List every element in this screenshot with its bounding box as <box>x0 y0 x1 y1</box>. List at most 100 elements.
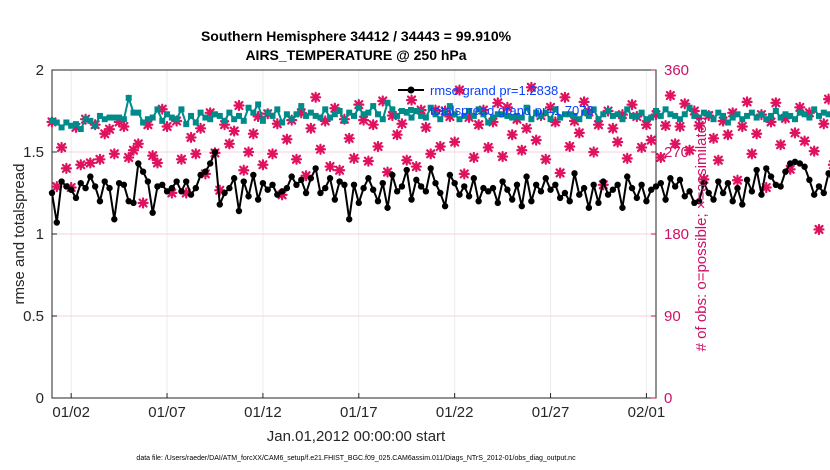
rmse-point <box>513 181 521 188</box>
rmse-point <box>360 184 367 192</box>
spread-point <box>676 116 683 123</box>
spread-point <box>499 111 506 118</box>
obs-marker-shape <box>405 94 418 106</box>
obs-marker-shape <box>190 148 202 160</box>
obs-count-point <box>271 118 283 130</box>
obs-marker-shape <box>357 114 370 126</box>
obs-count-point <box>156 103 168 115</box>
obs-marker-shape <box>257 159 269 171</box>
spread-point <box>384 99 391 106</box>
rmse-point <box>379 179 386 187</box>
rmse-point <box>748 188 756 195</box>
rmse-point <box>67 186 75 193</box>
spread-point <box>351 112 357 119</box>
spread-point <box>446 103 453 110</box>
obs-marker-shape <box>381 166 394 178</box>
obs-count-point <box>218 119 231 131</box>
obs-marker-shape <box>367 119 379 131</box>
rmse-point <box>106 184 113 192</box>
obs-marker-shape <box>511 113 523 125</box>
obs-marker-shape <box>305 122 317 134</box>
obs-count-point <box>530 134 542 146</box>
rmse-point <box>183 178 190 185</box>
rmse-point <box>508 196 516 203</box>
obs-marker-shape <box>180 187 192 199</box>
rmse-point <box>700 179 708 187</box>
obs-count-point <box>405 94 418 106</box>
obs-marker-shape <box>573 127 585 139</box>
obs-marker-shape <box>803 107 815 119</box>
spread-point <box>322 106 329 113</box>
spread-point <box>164 111 171 118</box>
spread-point <box>303 112 310 119</box>
rmse-point <box>374 198 382 205</box>
obs-count-point <box>540 153 552 165</box>
obs-marker-shape <box>645 134 657 146</box>
spread-point <box>662 106 669 113</box>
obs-count-point <box>477 104 490 116</box>
obs-count-point <box>127 144 140 156</box>
obs-count-point <box>420 121 432 134</box>
rmse-point <box>322 184 329 192</box>
obs-marker-shape <box>784 163 796 175</box>
spread-point <box>590 106 597 113</box>
obs-marker-shape <box>434 140 446 153</box>
rmse-point <box>518 202 525 210</box>
obs-count-point <box>281 133 293 145</box>
rmse-point <box>619 204 626 211</box>
spread-point <box>758 111 765 118</box>
obs-count-point <box>161 120 173 133</box>
spread-point <box>183 121 190 128</box>
spread-point <box>547 116 554 123</box>
obs-count-point <box>693 119 705 132</box>
spread-point <box>696 114 703 121</box>
obs-count-point <box>473 119 485 131</box>
rmse-point <box>532 181 540 188</box>
spread-point <box>211 111 218 118</box>
spread-point <box>355 104 362 111</box>
obs-count-point <box>760 181 772 194</box>
rmse-point <box>264 186 271 193</box>
spread-point <box>509 114 516 121</box>
obs-count-point <box>712 154 724 166</box>
obs-marker-shape <box>60 162 72 174</box>
rmse-point <box>288 173 295 180</box>
obs-marker-shape <box>717 115 729 127</box>
spread-point <box>777 114 784 121</box>
rmse-point <box>307 175 315 182</box>
obs-count-point <box>147 150 159 162</box>
obs-marker-shape <box>779 112 792 124</box>
rmse-point <box>216 201 223 208</box>
rmse-point <box>643 198 650 205</box>
obs-marker-shape <box>377 95 389 107</box>
rmse-point <box>269 181 276 188</box>
spread-point <box>63 119 70 126</box>
obs-count-point <box>429 104 442 116</box>
y-tick-label: 2 <box>36 62 44 79</box>
rmse-point <box>461 183 468 190</box>
obs-marker-shape <box>151 157 164 169</box>
rmse-point <box>657 179 664 187</box>
obs-marker-shape <box>549 116 561 128</box>
y2-tick-label: 90 <box>664 308 681 325</box>
spread-point <box>298 103 305 110</box>
obs-count-point <box>204 107 216 119</box>
obs-count-point <box>746 148 758 160</box>
spread-point <box>437 116 444 123</box>
obs-count-point <box>381 166 394 178</box>
spread-point <box>264 109 271 116</box>
spread-point <box>653 108 659 114</box>
spread-point <box>681 111 688 118</box>
obs-marker-shape <box>482 141 494 154</box>
rmse-point <box>317 189 324 197</box>
rmse-point <box>350 181 358 188</box>
spread-point <box>667 111 674 118</box>
obs-count-point <box>520 122 533 134</box>
obs-marker-shape <box>444 110 456 123</box>
rmse-point <box>451 179 458 187</box>
spread-point <box>427 104 434 111</box>
obs-count-point <box>300 170 312 182</box>
spread-point <box>811 106 818 113</box>
y2-tick-label: 180 <box>664 226 689 243</box>
